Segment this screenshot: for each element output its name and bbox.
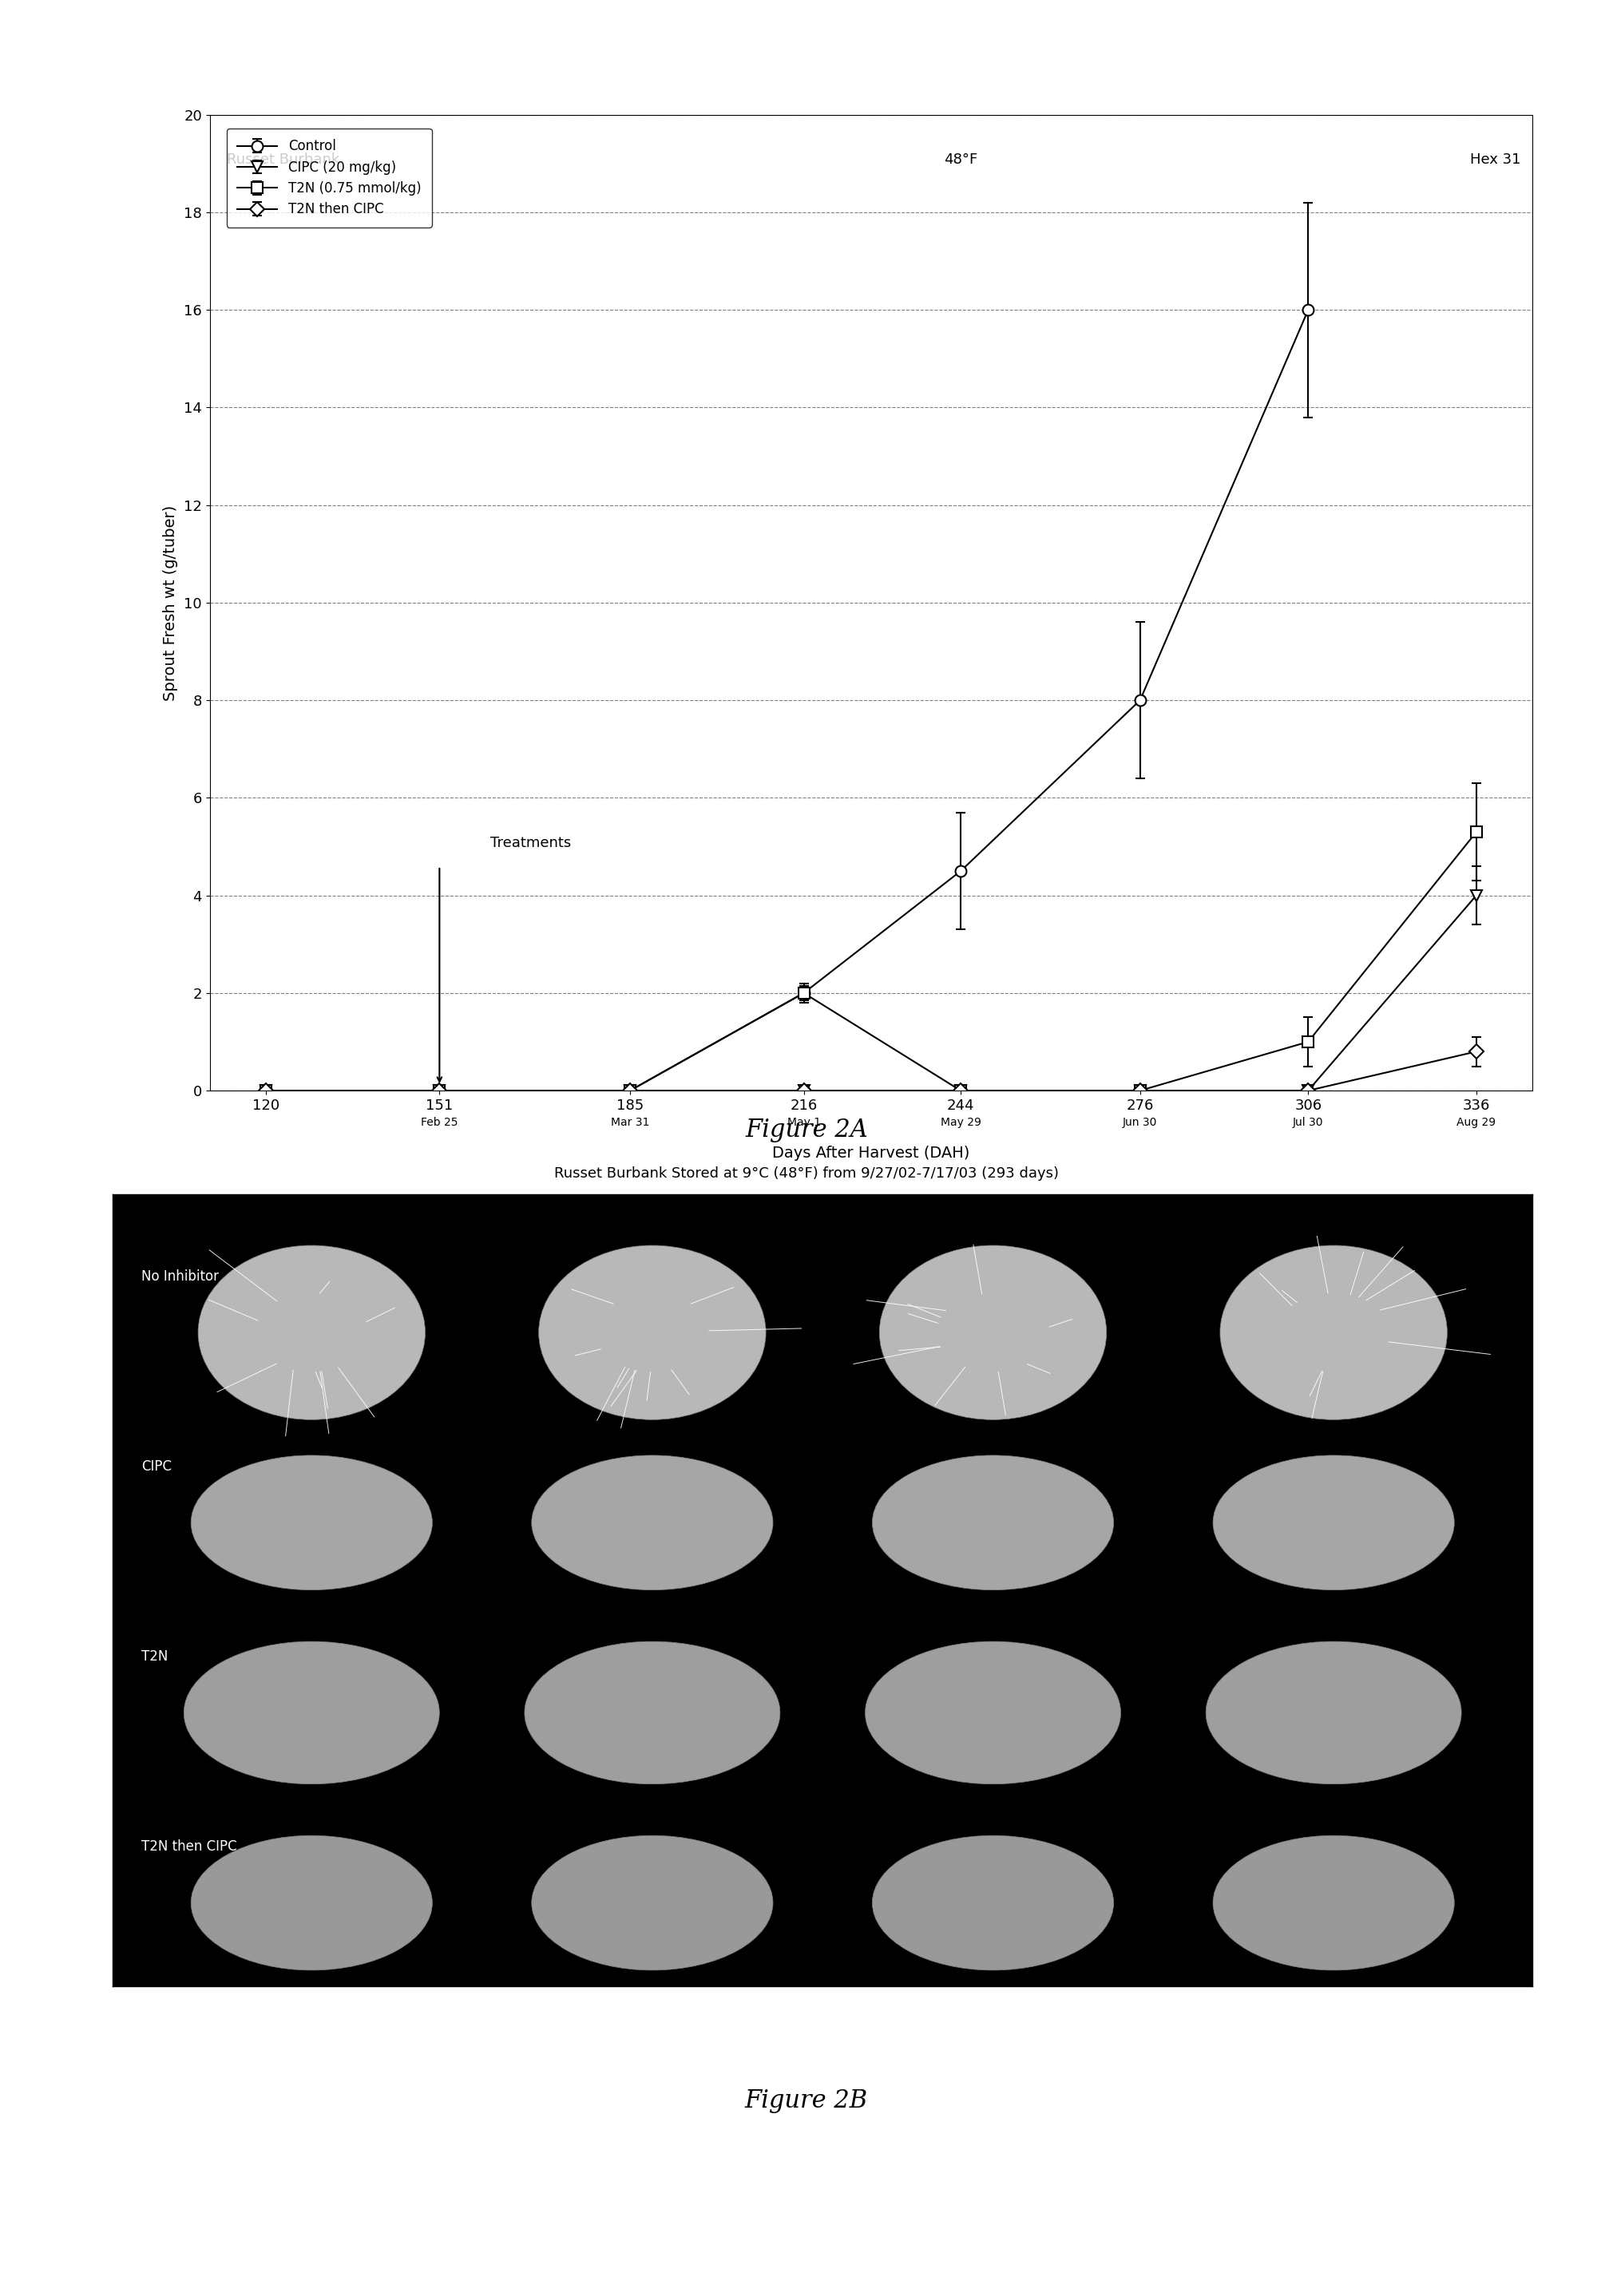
Ellipse shape [865,1642,1121,1784]
Ellipse shape [873,1835,1113,1970]
Text: Hex 31: Hex 31 [1471,152,1521,168]
Ellipse shape [879,1244,1107,1419]
Text: No Inhibitor: No Inhibitor [142,1270,219,1283]
Ellipse shape [1219,1244,1447,1419]
Ellipse shape [873,1456,1113,1589]
Text: Figure 2A: Figure 2A [745,1118,868,1141]
Text: Figure 2B: Figure 2B [745,2089,868,2112]
Legend: Control, CIPC (20 mg/kg), T2N (0.75 mmol/kg), T2N then CIPC: Control, CIPC (20 mg/kg), T2N (0.75 mmol… [227,129,432,227]
Ellipse shape [1213,1456,1455,1589]
Ellipse shape [198,1244,426,1419]
Ellipse shape [532,1835,773,1970]
Ellipse shape [190,1835,432,1970]
Ellipse shape [524,1642,781,1784]
Text: Russet Burbank Stored at 9°C (48°F) from 9/27/02-7/17/03 (293 days): Russet Burbank Stored at 9°C (48°F) from… [555,1166,1058,1180]
Text: CIPC: CIPC [142,1460,171,1474]
Ellipse shape [1207,1642,1461,1784]
X-axis label: Days After Harvest (DAH): Days After Harvest (DAH) [773,1146,969,1162]
Text: T2N then CIPC: T2N then CIPC [142,1839,237,1853]
Text: T2N: T2N [142,1649,168,1665]
Text: Russet Burbank: Russet Burbank [226,152,339,168]
Ellipse shape [184,1642,439,1784]
Y-axis label: Sprout Fresh wt (g/tuber): Sprout Fresh wt (g/tuber) [163,505,177,700]
Ellipse shape [190,1456,432,1589]
Text: Treatments: Treatments [490,836,571,850]
Ellipse shape [532,1456,773,1589]
Ellipse shape [1213,1835,1455,1970]
Text: 48°F: 48°F [944,152,977,168]
Ellipse shape [539,1244,766,1419]
